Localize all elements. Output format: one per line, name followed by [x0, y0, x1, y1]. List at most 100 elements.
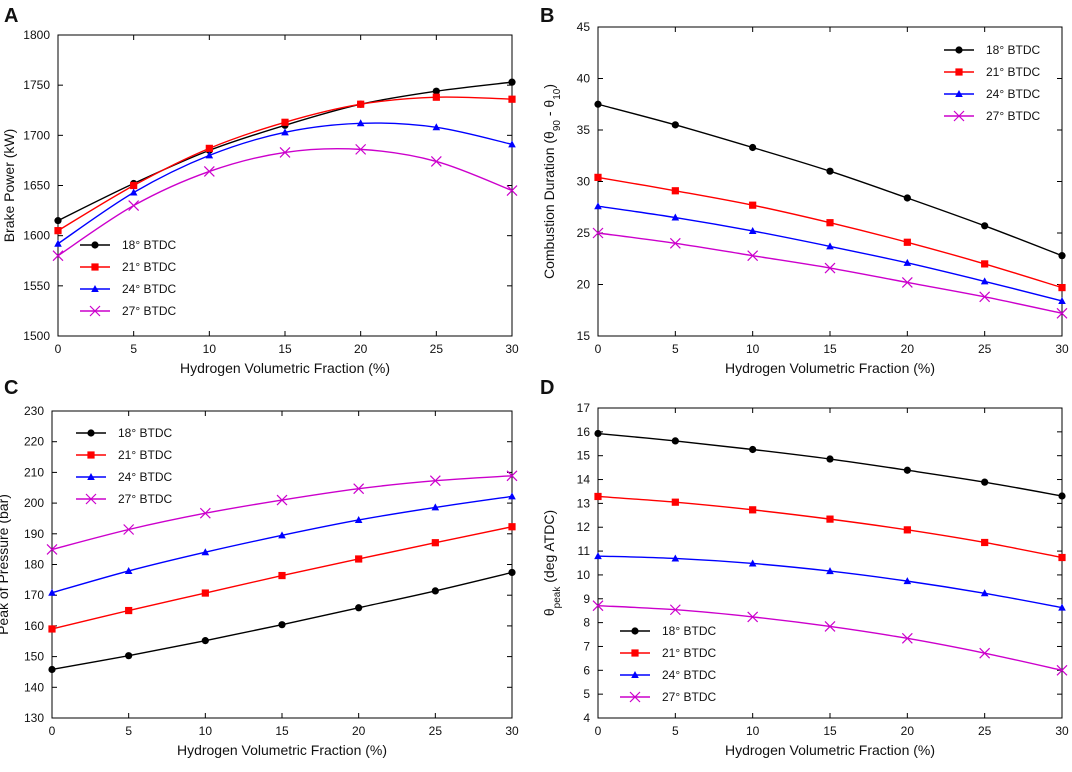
chart-panel-a: 0 5 10 15 20 25 30 1500 1550 1600 1650 1700 1750 1800… — [1, 28, 519, 376]
data-point-b-4 — [824, 262, 836, 274]
legend-label-d-2: 21° BTDC — [662, 646, 716, 660]
panel-letter-b: B — [540, 5, 554, 27]
data-point-a-4 — [52, 250, 64, 262]
data-point-b-3 — [980, 277, 989, 285]
y-axis-title-part-d: θ — [541, 608, 557, 616]
data-point-d-2 — [594, 492, 602, 501]
x-tick-label-d: 30 — [1055, 724, 1069, 738]
legend-marker-c-4 — [85, 493, 97, 505]
data-point-d-3 — [1058, 603, 1066, 611]
x-axis-title-c: Hydrogen Volumetric Fraction (%) — [177, 742, 387, 758]
data-point-c-3 — [508, 492, 516, 500]
data-point-a-3 — [356, 119, 365, 127]
data-point-c-1 — [508, 568, 516, 577]
data-point-c-1 — [125, 652, 133, 660]
legend-marker-d-4 — [629, 691, 641, 703]
legend-label-d-1: 18° BTDC — [662, 624, 716, 638]
data-point-a-3 — [54, 239, 62, 247]
data-point-a-2 — [130, 181, 138, 190]
x-tick-label-c: 15 — [275, 724, 289, 738]
data-point-d-3 — [903, 577, 912, 585]
data-point-b-4 — [592, 227, 604, 239]
y-tick-label-a: 1600 — [23, 229, 50, 243]
data-point-d-1 — [594, 429, 602, 438]
data-point-d-1 — [749, 445, 757, 454]
data-point-a-2 — [205, 144, 213, 152]
data-point-b-1 — [671, 121, 679, 129]
series-c-3 — [48, 492, 516, 596]
legend-b: 18° BTDC 21° BTDC 24° BTDC 27° BTDC — [944, 43, 1040, 123]
y-axis-title-d: θpeak (deg ATDC) — [541, 510, 563, 616]
legend-marker-a-4 — [89, 305, 101, 317]
x-tick-label-a: 0 — [55, 342, 62, 356]
series-b-3 — [594, 202, 1066, 304]
data-point-c-4 — [199, 507, 211, 519]
data-point-c-2 — [125, 606, 133, 615]
legend-marker-a-3 — [91, 285, 99, 292]
y-tick-label-d: 5 — [583, 687, 590, 701]
data-point-a-2 — [281, 118, 289, 126]
y-tick-label-d: 10 — [577, 568, 591, 582]
x-tick-label-b: 5 — [672, 342, 679, 356]
legend-marker-c-3 — [87, 473, 95, 480]
data-point-b-2 — [1058, 283, 1066, 292]
panel-letter-d: D — [540, 377, 554, 399]
data-point-d-2 — [981, 538, 989, 547]
data-point-b-4 — [1056, 307, 1068, 319]
data-point-d-1 — [903, 466, 911, 474]
y-tick-label-c: 220 — [24, 435, 44, 449]
data-point-b-4 — [901, 277, 913, 288]
x-tick-label-b: 30 — [1055, 342, 1069, 356]
data-point-c-4 — [506, 470, 518, 482]
data-point-b-1 — [981, 222, 989, 230]
data-point-a-3 — [432, 123, 441, 131]
data-point-c-3 — [431, 503, 440, 511]
legend-label-b-4: 27° BTDC — [986, 109, 1040, 123]
data-point-a-2 — [357, 100, 365, 108]
legend-label-c-1: 18° BTDC — [118, 426, 172, 440]
y-tick-label-d: 9 — [583, 592, 590, 606]
x-tick-label-c: 25 — [429, 724, 443, 738]
data-point-a-3 — [508, 140, 516, 148]
legend-marker-b-4 — [953, 110, 965, 122]
y-tick-label-c: 230 — [24, 404, 44, 418]
series-a-4 — [52, 143, 518, 262]
y-tick-label-d: 12 — [577, 520, 591, 534]
data-point-b-1 — [826, 167, 834, 175]
legend-d: 18° BTDC 21° BTDC 24° BTDC 27° BTDC — [620, 624, 716, 704]
y-axis-title-subscript-b: 10 — [552, 88, 563, 100]
data-point-c-2 — [431, 539, 439, 547]
series-b-4 — [592, 227, 1068, 319]
data-point-a-4 — [506, 185, 518, 196]
x-tick-label-b: 10 — [746, 342, 760, 356]
data-point-d-4 — [669, 604, 681, 616]
x-axis-title-b: Hydrogen Volumetric Fraction (%) — [725, 360, 935, 376]
y-axis-title-subscript-d: peak — [552, 586, 563, 609]
y-tick-label-c: 170 — [24, 588, 44, 602]
series-d-4 — [592, 600, 1068, 676]
y-tick-label-d: 8 — [583, 616, 590, 630]
data-point-d-2 — [826, 515, 834, 523]
data-point-a-4 — [430, 155, 442, 167]
x-tick-label-b: 15 — [823, 342, 837, 356]
x-tick-label-c: 0 — [49, 724, 56, 738]
legend-c: 18° BTDC 21° BTDC 24° BTDC 27° BTDC — [76, 426, 172, 506]
y-tick-label-b: 45 — [577, 20, 591, 34]
y-axis-title-a: Brake Power (kW) — [1, 129, 17, 243]
data-point-c-4 — [276, 494, 288, 506]
y-tick-label-c: 130 — [24, 711, 44, 725]
legend-marker-c-1 — [87, 429, 95, 437]
data-point-c-3 — [354, 515, 363, 523]
data-point-b-3 — [1058, 296, 1066, 304]
chart-panel-c: 0 5 10 15 20 25 30 130 140 150 160 170 180 190 200 210 2… — [0, 404, 519, 758]
data-point-c-2 — [278, 571, 286, 580]
legend-label-a-4: 27° BTDC — [122, 304, 176, 318]
y-tick-label-d: 16 — [577, 425, 591, 439]
y-axis-title-c: Peak of Pressure (bar) — [0, 494, 11, 635]
data-point-d-4 — [1056, 664, 1068, 676]
data-point-d-4 — [979, 647, 991, 659]
data-point-d-3 — [671, 554, 680, 562]
data-point-a-1 — [508, 78, 516, 86]
y-tick-label-b: 20 — [577, 278, 591, 292]
data-point-c-3 — [124, 566, 133, 574]
